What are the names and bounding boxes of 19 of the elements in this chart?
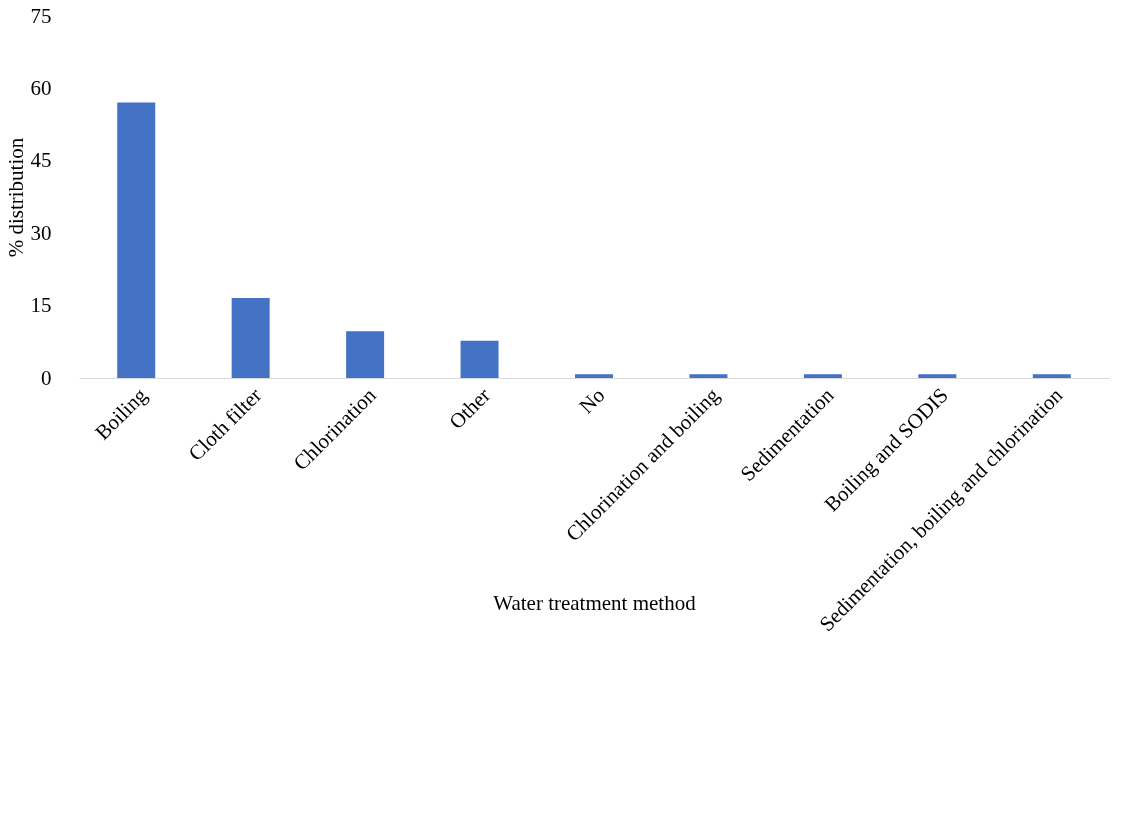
bar xyxy=(689,374,728,378)
y-tick-label: 0 xyxy=(41,365,52,390)
x-tick-label: Cloth filter xyxy=(183,383,267,466)
bar xyxy=(918,374,957,378)
x-axis-title: Water treatment method xyxy=(493,590,697,615)
y-tick-label: 30 xyxy=(30,220,52,245)
bar xyxy=(117,102,156,378)
bar xyxy=(803,374,842,378)
bar xyxy=(1032,374,1071,378)
bar xyxy=(460,340,499,378)
bar xyxy=(346,331,385,378)
y-tick-label: 15 xyxy=(30,293,52,318)
y-tick-label: 60 xyxy=(30,75,52,100)
bar xyxy=(575,374,613,378)
y-tick-label: 75 xyxy=(30,3,52,28)
y-tick-label: 45 xyxy=(30,148,52,173)
x-tick-label: No xyxy=(574,383,610,419)
y-axis-title: % distribution xyxy=(3,137,28,258)
bar xyxy=(231,297,270,378)
